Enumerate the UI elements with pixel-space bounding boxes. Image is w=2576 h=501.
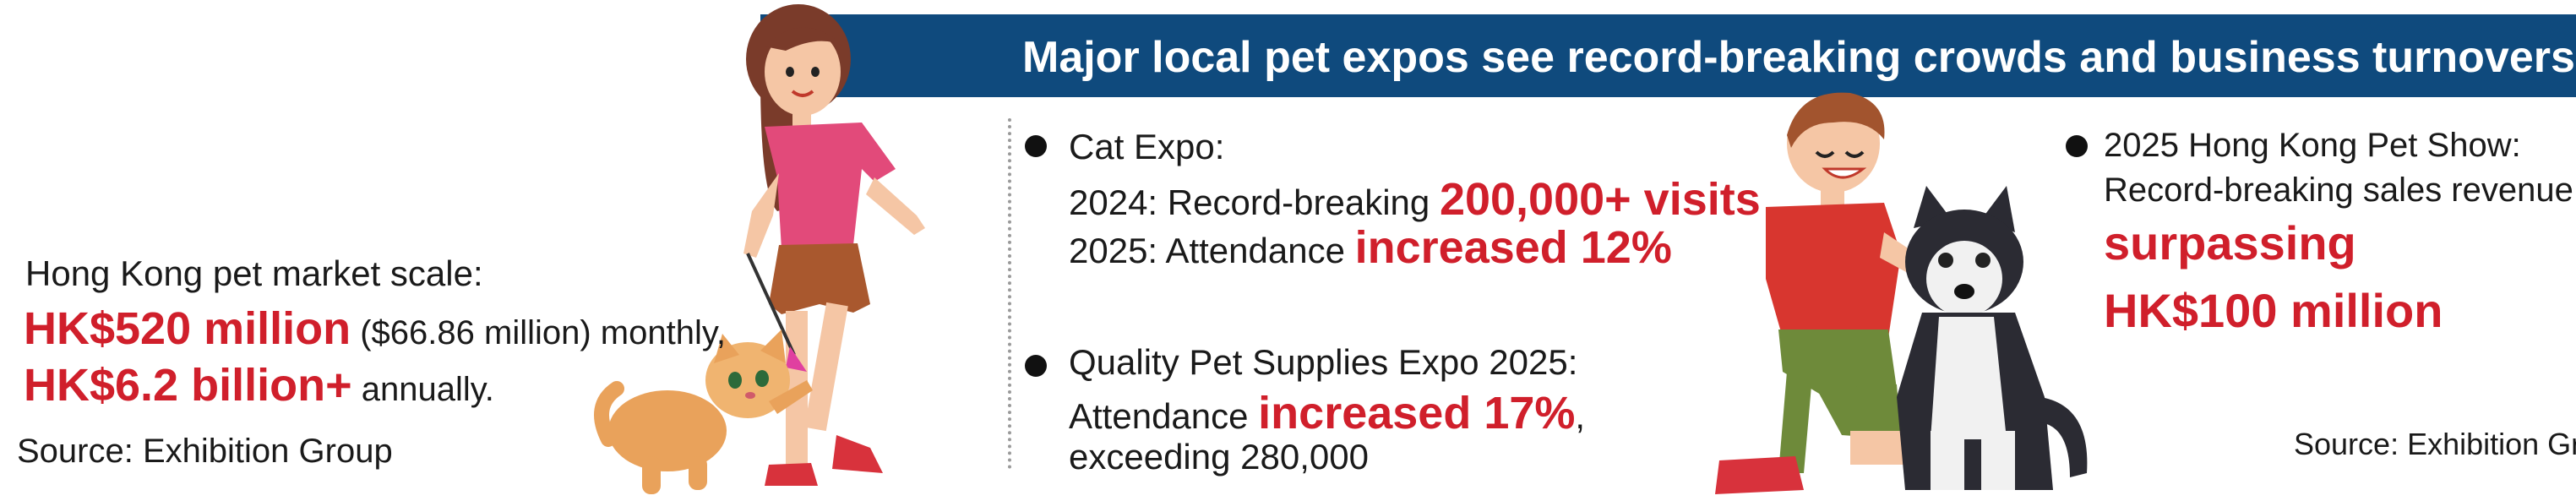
- cat-expo-line1-prefix: 2024: Record-breaking: [1069, 182, 1440, 222]
- cat-illustration: [594, 329, 813, 494]
- cat-expo-increase: increased 12%: [1354, 222, 1672, 273]
- husky-illustration: [1897, 186, 2088, 490]
- cat-expo-title: Cat Expo:: [1069, 127, 1225, 166]
- bullet-pet-show: [2066, 135, 2088, 157]
- bullet-cat-expo: [1025, 135, 1047, 157]
- pet-show-line1: Record-breaking sales revenue: [2104, 172, 2573, 209]
- title-banner: [760, 14, 2576, 97]
- quality-expo-title: Quality Pet Supplies Expo 2025:: [1069, 342, 1578, 382]
- market-heading: Hong Kong pet market scale:: [25, 253, 483, 293]
- pet-show-title: 2025 Hong Kong Pet Show:: [2104, 127, 2521, 164]
- quality-expo-increase: increased 17%: [1258, 388, 1576, 438]
- boy-illustration: [1715, 92, 1926, 494]
- dotted-divider: [1008, 118, 1011, 469]
- cat-expo-line1: 2024: Record-breaking 200,000+ visits: [1069, 173, 1761, 226]
- quality-expo-line1-suffix: ,: [1575, 396, 1586, 436]
- annual-rest: annually.: [351, 371, 494, 408]
- annual-value: HK$6.2 billion+: [24, 360, 352, 411]
- cat-expo-visits: 200,000+ visits: [1439, 174, 1761, 225]
- right-source: Source: Exhibition Group: [2294, 427, 2576, 461]
- quality-expo-line1-prefix: Attendance: [1069, 396, 1259, 436]
- monthly-line: HK$520 million ($66.86 million) monthly,: [24, 302, 726, 355]
- cat-expo-line2: 2025: Attendance increased 12%: [1069, 221, 1672, 274]
- quality-expo-line2: exceeding 280,000: [1069, 437, 1369, 476]
- quality-expo-line1: Attendance increased 17%,: [1069, 387, 1585, 439]
- monthly-value: HK$520 million: [24, 303, 351, 354]
- bullet-quality-expo: [1025, 355, 1047, 377]
- monthly-rest: ($66.86 million) monthly,: [351, 314, 727, 351]
- annual-line: HK$6.2 billion+ annually.: [24, 359, 494, 411]
- pet-show-highlight2: HK$100 million: [2104, 284, 2443, 337]
- cat-expo-line2-prefix: 2025: Attendance: [1069, 231, 1355, 270]
- left-source: Source: Exhibition Group: [17, 433, 393, 470]
- banner-title: Major local pet expos see record-breakin…: [1022, 33, 2575, 82]
- pet-show-highlight1: surpassing: [2104, 216, 2356, 270]
